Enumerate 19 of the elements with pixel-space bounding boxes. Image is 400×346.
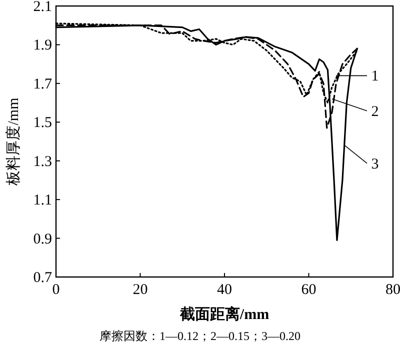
annotation: 2 (371, 104, 379, 120)
y-tick-label: 1.9 (33, 38, 52, 54)
text: 摩擦因数：1—0.12；2—0.15；3—0.20 (100, 329, 300, 343)
x-tick-label: 0 (52, 282, 60, 298)
y-tick-label: 1.5 (33, 115, 52, 132)
x-tick-label: 80 (386, 282, 400, 298)
x-tick-label: 60 (301, 282, 316, 298)
x-tick-label: 40 (217, 282, 232, 298)
annotation: 1 (371, 68, 379, 85)
y-tick-label: 1.3 (33, 154, 52, 170)
y-tick-label: 1.1 (33, 192, 52, 209)
y-axis-title: 板料厚度/mm (5, 97, 22, 186)
x-tick-label: 20 (132, 282, 148, 298)
y-tick-label: 0.9 (33, 231, 52, 248)
y-tick-label: 1.7 (33, 76, 52, 92)
y-tick-label: 2.1 (33, 0, 52, 15)
x-axis-title: 截面距离/mm (178, 305, 270, 323)
annotation: 3 (371, 156, 379, 172)
y-tick-label: 0.7 (33, 270, 52, 286)
